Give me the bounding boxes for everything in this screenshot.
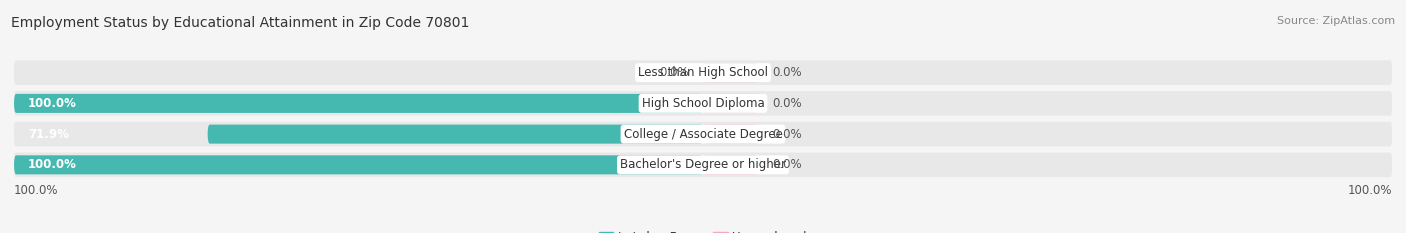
Text: 0.0%: 0.0% bbox=[772, 66, 801, 79]
Text: 0.0%: 0.0% bbox=[772, 158, 801, 171]
Text: Bachelor's Degree or higher: Bachelor's Degree or higher bbox=[620, 158, 786, 171]
Text: College / Associate Degree: College / Associate Degree bbox=[624, 128, 782, 141]
FancyBboxPatch shape bbox=[14, 60, 1392, 85]
FancyBboxPatch shape bbox=[14, 122, 1392, 146]
Text: 0.0%: 0.0% bbox=[772, 128, 801, 141]
Text: 0.0%: 0.0% bbox=[772, 97, 801, 110]
FancyBboxPatch shape bbox=[208, 125, 703, 144]
Text: Source: ZipAtlas.com: Source: ZipAtlas.com bbox=[1277, 16, 1395, 26]
FancyBboxPatch shape bbox=[703, 63, 758, 82]
Text: Employment Status by Educational Attainment in Zip Code 70801: Employment Status by Educational Attainm… bbox=[11, 16, 470, 30]
FancyBboxPatch shape bbox=[703, 155, 758, 174]
Text: 100.0%: 100.0% bbox=[28, 158, 77, 171]
FancyBboxPatch shape bbox=[703, 125, 758, 144]
Text: High School Diploma: High School Diploma bbox=[641, 97, 765, 110]
Text: Less than High School: Less than High School bbox=[638, 66, 768, 79]
FancyBboxPatch shape bbox=[703, 94, 758, 113]
FancyBboxPatch shape bbox=[14, 91, 1392, 116]
Legend: In Labor Force, Unemployed: In Labor Force, Unemployed bbox=[595, 226, 811, 233]
FancyBboxPatch shape bbox=[14, 155, 703, 174]
Text: 100.0%: 100.0% bbox=[28, 97, 77, 110]
Text: 100.0%: 100.0% bbox=[1347, 184, 1392, 197]
Text: 100.0%: 100.0% bbox=[14, 184, 59, 197]
FancyBboxPatch shape bbox=[14, 153, 1392, 177]
FancyBboxPatch shape bbox=[14, 94, 703, 113]
Text: 71.9%: 71.9% bbox=[28, 128, 69, 141]
Text: 0.0%: 0.0% bbox=[659, 66, 689, 79]
